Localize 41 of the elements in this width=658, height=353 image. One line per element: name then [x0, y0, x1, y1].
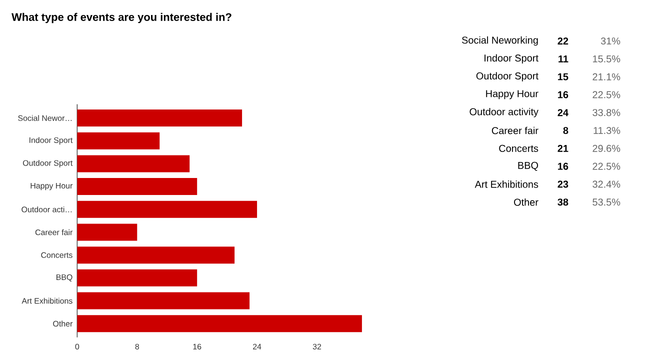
category-label: BBQ	[518, 162, 538, 171]
category-label: Outdoor Sport	[476, 72, 538, 82]
text: 33.8%	[592, 109, 620, 116]
text: 22.5%	[592, 162, 620, 170]
data-label: 38	[558, 198, 568, 206]
bar	[77, 178, 198, 196]
text: 11.3%	[594, 127, 620, 134]
category-label: Outdoor activity	[470, 108, 538, 118]
category-label: Art Exhibitions	[474, 180, 538, 188]
bar	[77, 270, 198, 287]
bar	[77, 292, 250, 310]
category-label: Career fair	[492, 126, 538, 134]
data-label: 11	[558, 56, 568, 62]
bar	[77, 200, 258, 218]
category-label: Concerts	[499, 144, 538, 152]
bar	[77, 110, 242, 127]
category-label: Other	[514, 198, 538, 206]
data-label: 24	[558, 109, 568, 116]
category-label: Indoor Sport	[484, 54, 538, 64]
text: 29.6%	[592, 144, 620, 152]
bar	[77, 246, 235, 264]
bar	[77, 224, 138, 241]
data-label: 16	[558, 162, 568, 170]
data-label: 23	[558, 180, 568, 188]
bar	[77, 155, 190, 172]
text: 21.1%	[592, 73, 620, 80]
category-label: Happy Hour	[486, 90, 538, 100]
category-label: Social Neworking	[462, 36, 538, 46]
text: 15.5%	[593, 55, 620, 63]
data-label: 8	[563, 127, 568, 134]
data-label: 15	[558, 73, 568, 80]
data-label: 21	[558, 145, 568, 152]
text: 22.5%	[592, 91, 620, 98]
text: 32.4%	[592, 180, 620, 188]
data-label: 22	[558, 38, 568, 45]
text: 31%	[600, 38, 620, 45]
text: 53.5%	[592, 198, 620, 206]
data-label: 16	[558, 91, 568, 98]
chart-title: What type of events are you interested in?	[12, 13, 232, 24]
bar	[77, 315, 362, 332]
bar	[77, 132, 160, 150]
